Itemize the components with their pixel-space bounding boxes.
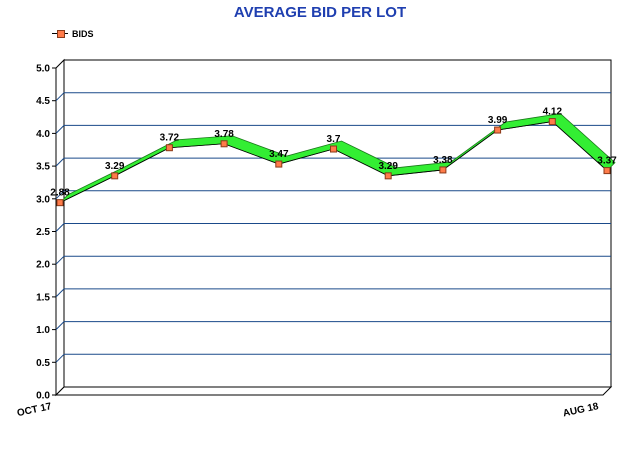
data-point-marker <box>603 167 611 175</box>
gridline-depth <box>55 255 65 265</box>
y-tick-label: 0.0 <box>36 391 50 402</box>
y-tick-label: 1.0 <box>36 325 50 336</box>
gridline-depth <box>55 223 65 232</box>
gridline-depth <box>55 125 65 134</box>
data-point-marker <box>220 140 228 148</box>
data-point-marker <box>548 118 556 126</box>
gridline-depth <box>55 353 65 363</box>
x-tick-label: AUG 18 <box>562 401 600 419</box>
data-point-marker <box>275 160 283 168</box>
y-tick-label: 2.5 <box>36 227 50 238</box>
data-label: 3.29 <box>105 161 125 172</box>
x-tick-label: OCT 17 <box>16 401 53 419</box>
data-point-marker <box>111 172 119 180</box>
data-point-marker <box>439 166 447 174</box>
data-point-marker <box>494 126 502 134</box>
data-label: 3.7 <box>327 134 341 145</box>
data-label: 3.29 <box>378 161 398 172</box>
gridline-depth <box>55 190 65 200</box>
y-tick-label: 1.5 <box>36 292 50 303</box>
legend-marker-icon <box>52 29 68 39</box>
y-tick-label: 0.5 <box>36 358 50 369</box>
y-tick-label: 2.0 <box>36 260 50 271</box>
data-label: 3.72 <box>160 133 180 144</box>
data-label: 4.12 <box>543 107 563 118</box>
y-tick-label: 5.0 <box>36 64 50 75</box>
data-point-marker <box>56 199 64 207</box>
legend: BIDS <box>52 29 94 39</box>
gridline-depth <box>55 321 65 330</box>
y-tick-label: 4.5 <box>36 96 50 107</box>
data-point-marker <box>165 144 173 152</box>
data-label: 3.38 <box>433 155 453 166</box>
y-tick-label: 4.0 <box>36 129 50 140</box>
data-point-marker <box>384 172 392 180</box>
gridline-depth <box>55 92 65 102</box>
y-tick-label: 3.5 <box>36 162 50 173</box>
gridline-depth <box>55 157 65 167</box>
data-label: 2.88 <box>50 188 70 199</box>
data-label: 3.47 <box>269 149 289 160</box>
chart-title: AVERAGE BID PER LOT <box>233 4 407 21</box>
data-point-marker <box>330 145 337 153</box>
plot-floor <box>54 386 613 396</box>
data-label: 3.99 <box>488 115 508 126</box>
gridline-depth <box>55 288 65 298</box>
data-label: 3.78 <box>214 129 234 140</box>
y-tick-label: 3.0 <box>36 194 50 205</box>
data-label: 3.37 <box>597 156 617 167</box>
legend-label-bids: BIDS <box>72 29 94 39</box>
